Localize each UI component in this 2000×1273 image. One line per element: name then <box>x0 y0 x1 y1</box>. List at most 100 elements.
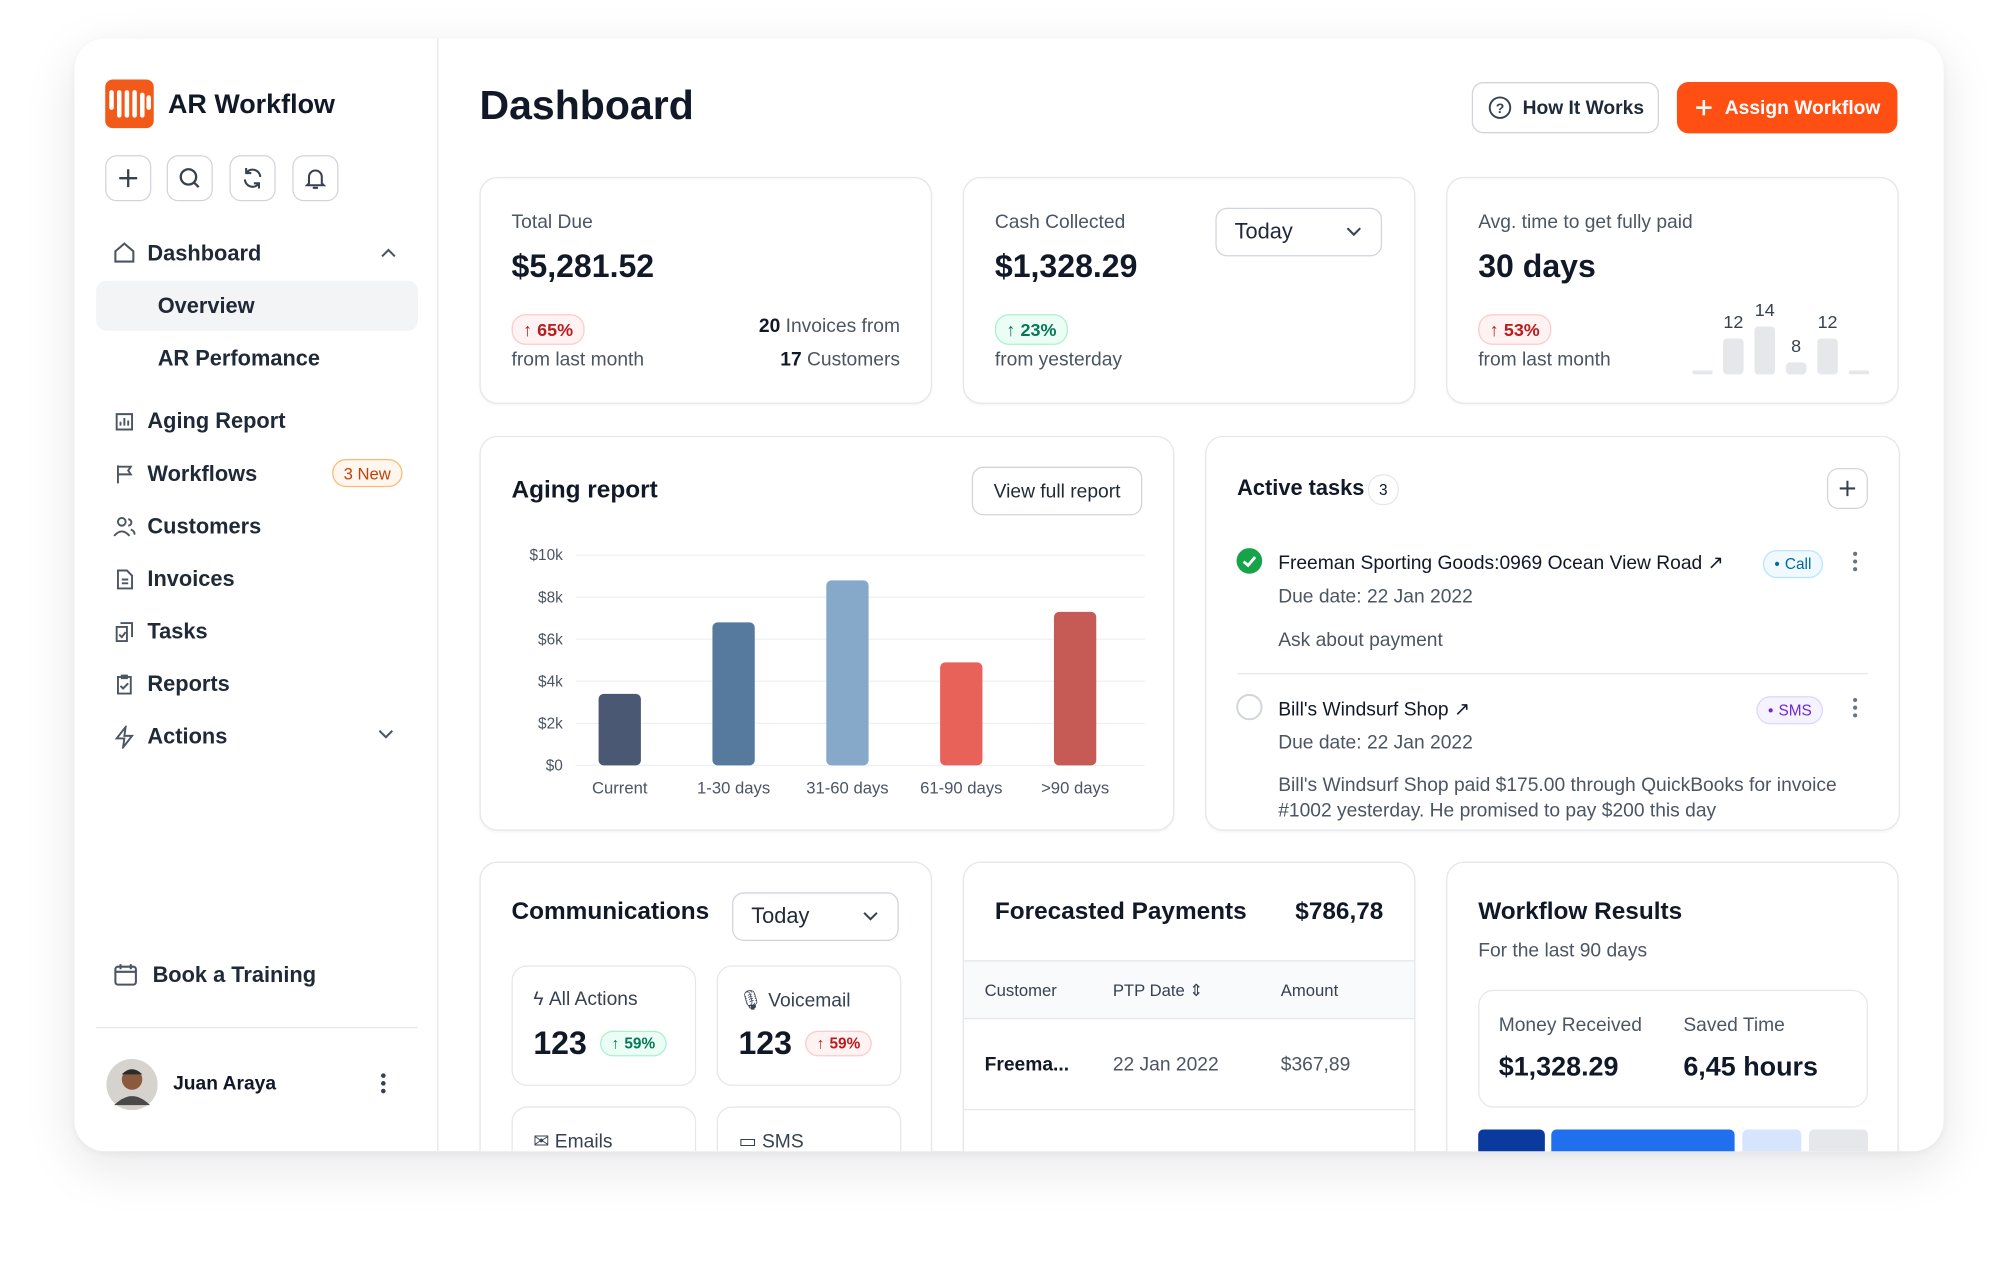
book-training[interactable]: Book a Training <box>152 962 317 988</box>
table-header: Customer PTP Date ⇕ Amount <box>964 960 1415 1020</box>
stat-card: Total Due $5,281.52 ↑ 65% from last month… <box>479 176 933 404</box>
nav-badge: 3 New <box>332 458 403 488</box>
card-subtitle: For the last 90 days <box>1478 939 1648 962</box>
stat-card: Avg. time to get fully paid 30 days ↑ 53%… <box>1446 176 1899 404</box>
column-header[interactable]: PTP Date ⇕ <box>1112 980 1204 1000</box>
tile-label: ϟ All Actions <box>533 988 638 1011</box>
task-menu[interactable] <box>1851 550 1859 573</box>
bar <box>598 693 641 766</box>
track <box>1848 370 1870 375</box>
x-tick-label: 31-60 days <box>806 779 888 798</box>
button-label: Assign Workflow <box>1724 96 1881 119</box>
task-title[interactable]: Bill's Windsurf Shop ↗ <box>1278 698 1471 721</box>
add-button[interactable] <box>105 155 152 202</box>
divider <box>1237 673 1868 675</box>
text: Invoices from <box>785 315 900 338</box>
progress-segment <box>1551 1129 1735 1152</box>
change-badge: ↑ 65% <box>511 314 585 345</box>
task-done[interactable] <box>1236 547 1263 574</box>
select-value: Today <box>1234 219 1293 244</box>
task-tag: • SMS <box>1756 696 1824 725</box>
nav-item[interactable]: Workflows <box>147 461 258 486</box>
forecast-card: Forecasted Payments $786,78 Customer PTP… <box>962 861 1416 1152</box>
text: Emails <box>554 1130 613 1152</box>
comm-tile[interactable]: 🎙︎ Voicemail 123 ↑ 59% <box>716 965 902 1086</box>
icon-shape <box>116 465 133 484</box>
stat-label: Avg. time to get fully paid <box>1478 211 1693 234</box>
text: Customers <box>807 348 900 371</box>
change-badge: ↑ 23% <box>994 314 1068 345</box>
progress-segment <box>1742 1129 1802 1152</box>
workflow-card: Workflow Results For the last 90 days Mo… <box>1446 861 1899 1152</box>
comm-tile[interactable]: ϟ All Actions 123 ↑ 59% <box>511 965 697 1086</box>
nav-icon <box>113 516 136 537</box>
tasks-card: Active tasks 3 Freeman Sporting Goods:09… <box>1205 435 1900 831</box>
tile-label: ✉ Emails <box>533 1130 613 1152</box>
icon-shape <box>113 516 136 537</box>
how-it-works[interactable]: ? How It Works <box>1471 82 1659 134</box>
nav-dashboard[interactable]: Dashboard <box>147 241 262 266</box>
nav-item[interactable]: Actions <box>147 724 228 749</box>
x-tick-label: 61-90 days <box>920 779 1002 798</box>
bar <box>1053 611 1097 766</box>
notifications-button[interactable] <box>292 155 339 202</box>
nav-item[interactable]: Customers <box>147 514 262 539</box>
change-note: from last month <box>511 348 645 371</box>
mini-chart: 12 14 8 12 <box>1692 300 1870 375</box>
progress-segment <box>1808 1129 1868 1152</box>
nav-item[interactable]: Tasks <box>147 619 208 644</box>
y-tick-label: $2k <box>538 715 563 732</box>
nav-icon <box>114 242 135 263</box>
nav-icon <box>115 622 134 642</box>
refresh-button[interactable] <box>229 155 276 202</box>
view-full-report[interactable]: View full report <box>971 466 1143 516</box>
y-tick-label: $8k <box>538 589 563 606</box>
bar <box>1817 338 1838 375</box>
add-task[interactable] <box>1826 467 1868 509</box>
period-select[interactable]: Today <box>1215 207 1383 257</box>
comm-tile[interactable]: ▭ SMS <box>716 1106 902 1152</box>
page-title: Dashboard <box>479 82 694 129</box>
x-tick-label: Current <box>592 779 648 798</box>
bar <box>1723 338 1744 375</box>
nav-icon <box>116 465 133 484</box>
task-open[interactable] <box>1236 693 1263 721</box>
task-tag: • Call <box>1762 549 1823 579</box>
task-title[interactable]: Freeman Sporting Goods:0969 Ocean View R… <box>1278 552 1724 575</box>
arrow: ↑ <box>1489 319 1499 340</box>
metric-value: $1,328.29 <box>1498 1052 1619 1083</box>
metric-label: Money Received <box>1498 1014 1642 1036</box>
card-title: Workflow Results <box>1478 898 1683 926</box>
invoices: 20 Invoices from <box>759 315 900 337</box>
change: 53% <box>1503 319 1540 340</box>
assign-workflow[interactable]: Assign Workflow <box>1676 82 1898 134</box>
nav-ar-performance[interactable]: AR Perfomance <box>157 346 321 371</box>
task-count: 3 <box>1367 474 1399 506</box>
task-due: Due date: 22 Jan 2022 <box>1278 585 1473 608</box>
task-menu[interactable] <box>1851 696 1859 719</box>
row-divider <box>964 1108 1415 1111</box>
user-menu[interactable] <box>379 1071 387 1097</box>
change-note: from yesterday <box>994 348 1123 371</box>
bar <box>940 662 983 766</box>
period-select[interactable]: Today <box>732 892 899 942</box>
search-button[interactable] <box>166 155 213 202</box>
cell: $367,89 <box>1280 1053 1351 1076</box>
nav-overview[interactable]: Overview <box>157 293 255 318</box>
nav-item[interactable]: Aging Report <box>147 408 286 434</box>
change-badge: ↑ 59% <box>599 1030 667 1057</box>
comm-tile[interactable]: ✉ Emails <box>511 1106 697 1152</box>
progress-segment <box>1478 1129 1545 1152</box>
nav-icon <box>114 725 135 749</box>
nav-item[interactable]: Invoices <box>147 566 235 592</box>
card-title: Aging report <box>511 476 658 504</box>
select-value: Today <box>751 903 810 929</box>
value-label: 14 <box>1755 300 1775 320</box>
avatar <box>106 1058 158 1111</box>
text: Freeman Sporting Goods:0969 Ocean View R… <box>1278 552 1703 575</box>
y-tick-label: $0 <box>546 758 563 775</box>
bar <box>1785 362 1807 375</box>
nav-item[interactable]: Reports <box>147 671 230 697</box>
tile-value: 123 <box>738 1025 792 1062</box>
